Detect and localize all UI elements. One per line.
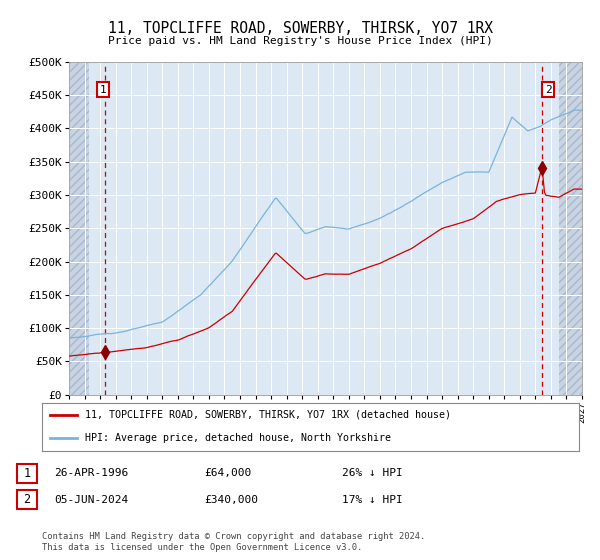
Text: 26-APR-1996: 26-APR-1996 [54,468,128,478]
Text: HPI: Average price, detached house, North Yorkshire: HPI: Average price, detached house, Nort… [85,433,391,444]
Text: 2: 2 [23,493,31,506]
Text: 05-JUN-2024: 05-JUN-2024 [54,494,128,505]
Text: 2: 2 [545,85,551,95]
Text: 11, TOPCLIFFE ROAD, SOWERBY, THIRSK, YO7 1RX: 11, TOPCLIFFE ROAD, SOWERBY, THIRSK, YO7… [107,21,493,36]
Text: 1: 1 [100,85,106,95]
Text: £64,000: £64,000 [204,468,251,478]
Text: 1: 1 [23,466,31,480]
Bar [559,62,582,395]
Text: This data is licensed under the Open Government Licence v3.0.: This data is licensed under the Open Gov… [42,543,362,552]
Text: 11, TOPCLIFFE ROAD, SOWERBY, THIRSK, YO7 1RX (detached house): 11, TOPCLIFFE ROAD, SOWERBY, THIRSK, YO7… [85,409,451,419]
Text: 17% ↓ HPI: 17% ↓ HPI [342,494,403,505]
Bar [69,62,89,395]
Text: Contains HM Land Registry data © Crown copyright and database right 2024.: Contains HM Land Registry data © Crown c… [42,532,425,541]
Text: Price paid vs. HM Land Registry's House Price Index (HPI): Price paid vs. HM Land Registry's House … [107,36,493,46]
Text: 26% ↓ HPI: 26% ↓ HPI [342,468,403,478]
Text: £340,000: £340,000 [204,494,258,505]
